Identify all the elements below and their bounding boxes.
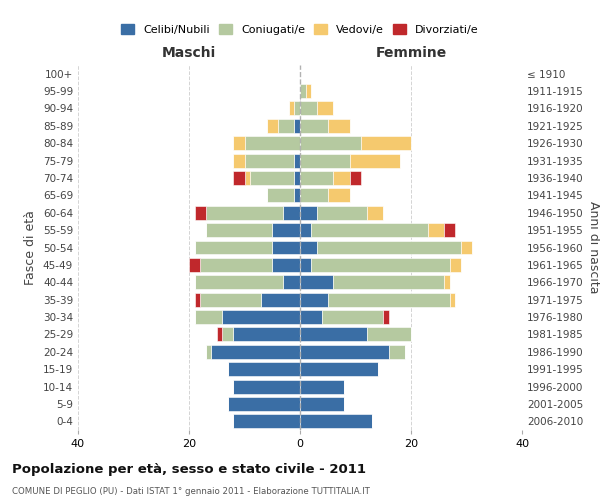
- Bar: [367, 206, 383, 220]
- Bar: [206, 206, 283, 220]
- Bar: [444, 223, 455, 237]
- Bar: [300, 223, 311, 237]
- Bar: [300, 102, 317, 116]
- Bar: [383, 310, 389, 324]
- Bar: [300, 345, 389, 358]
- Bar: [266, 119, 278, 133]
- Bar: [206, 345, 211, 358]
- Bar: [300, 206, 317, 220]
- Bar: [200, 258, 272, 272]
- Bar: [200, 292, 261, 306]
- Bar: [295, 188, 300, 202]
- Bar: [300, 276, 334, 289]
- Y-axis label: Anni di nascita: Anni di nascita: [587, 201, 600, 294]
- Bar: [311, 258, 450, 272]
- Bar: [295, 154, 300, 168]
- Bar: [367, 328, 411, 342]
- Bar: [194, 206, 206, 220]
- Bar: [317, 206, 367, 220]
- Bar: [194, 292, 200, 306]
- Bar: [283, 206, 300, 220]
- Bar: [245, 171, 250, 185]
- Bar: [428, 223, 444, 237]
- Bar: [194, 240, 272, 254]
- Bar: [283, 276, 300, 289]
- Bar: [300, 154, 350, 168]
- Bar: [361, 136, 411, 150]
- Bar: [450, 258, 461, 272]
- Bar: [272, 223, 300, 237]
- Bar: [300, 258, 311, 272]
- Bar: [211, 345, 300, 358]
- Bar: [222, 310, 300, 324]
- Bar: [222, 328, 233, 342]
- Bar: [350, 171, 361, 185]
- Bar: [350, 154, 400, 168]
- Bar: [233, 136, 245, 150]
- Text: Popolazione per età, sesso e stato civile - 2011: Popolazione per età, sesso e stato civil…: [12, 462, 366, 475]
- Bar: [289, 102, 295, 116]
- Bar: [189, 258, 200, 272]
- Bar: [317, 240, 461, 254]
- Bar: [233, 154, 245, 168]
- Bar: [206, 223, 272, 237]
- Bar: [300, 414, 372, 428]
- Bar: [300, 136, 361, 150]
- Bar: [194, 276, 283, 289]
- Bar: [334, 276, 444, 289]
- Bar: [300, 310, 322, 324]
- Bar: [300, 380, 344, 394]
- Text: Femmine: Femmine: [376, 46, 446, 60]
- Bar: [250, 171, 295, 185]
- Bar: [300, 292, 328, 306]
- Bar: [272, 258, 300, 272]
- Bar: [317, 102, 334, 116]
- Bar: [300, 188, 328, 202]
- Bar: [295, 171, 300, 185]
- Bar: [461, 240, 472, 254]
- Bar: [233, 328, 300, 342]
- Bar: [245, 136, 300, 150]
- Bar: [217, 328, 222, 342]
- Bar: [300, 240, 317, 254]
- Legend: Celibi/Nubili, Coniugati/e, Vedovi/e, Divorziati/e: Celibi/Nubili, Coniugati/e, Vedovi/e, Di…: [117, 20, 483, 39]
- Bar: [444, 276, 450, 289]
- Bar: [328, 119, 350, 133]
- Bar: [311, 223, 428, 237]
- Bar: [233, 414, 300, 428]
- Bar: [328, 188, 350, 202]
- Text: Maschi: Maschi: [162, 46, 216, 60]
- Bar: [266, 188, 295, 202]
- Bar: [245, 154, 295, 168]
- Bar: [228, 397, 300, 411]
- Bar: [300, 397, 344, 411]
- Bar: [233, 171, 245, 185]
- Bar: [389, 345, 406, 358]
- Bar: [305, 84, 311, 98]
- Bar: [450, 292, 455, 306]
- Bar: [300, 119, 328, 133]
- Bar: [233, 380, 300, 394]
- Bar: [278, 119, 295, 133]
- Text: COMUNE DI PEGLIO (PU) - Dati ISTAT 1° gennaio 2011 - Elaborazione TUTTITALIA.IT: COMUNE DI PEGLIO (PU) - Dati ISTAT 1° ge…: [12, 488, 370, 496]
- Bar: [300, 362, 378, 376]
- Y-axis label: Fasce di età: Fasce di età: [25, 210, 37, 285]
- Bar: [228, 362, 300, 376]
- Bar: [328, 292, 450, 306]
- Bar: [295, 119, 300, 133]
- Bar: [334, 171, 350, 185]
- Bar: [194, 310, 222, 324]
- Bar: [295, 102, 300, 116]
- Bar: [272, 240, 300, 254]
- Bar: [261, 292, 300, 306]
- Bar: [322, 310, 383, 324]
- Bar: [300, 84, 305, 98]
- Bar: [300, 328, 367, 342]
- Bar: [300, 171, 334, 185]
